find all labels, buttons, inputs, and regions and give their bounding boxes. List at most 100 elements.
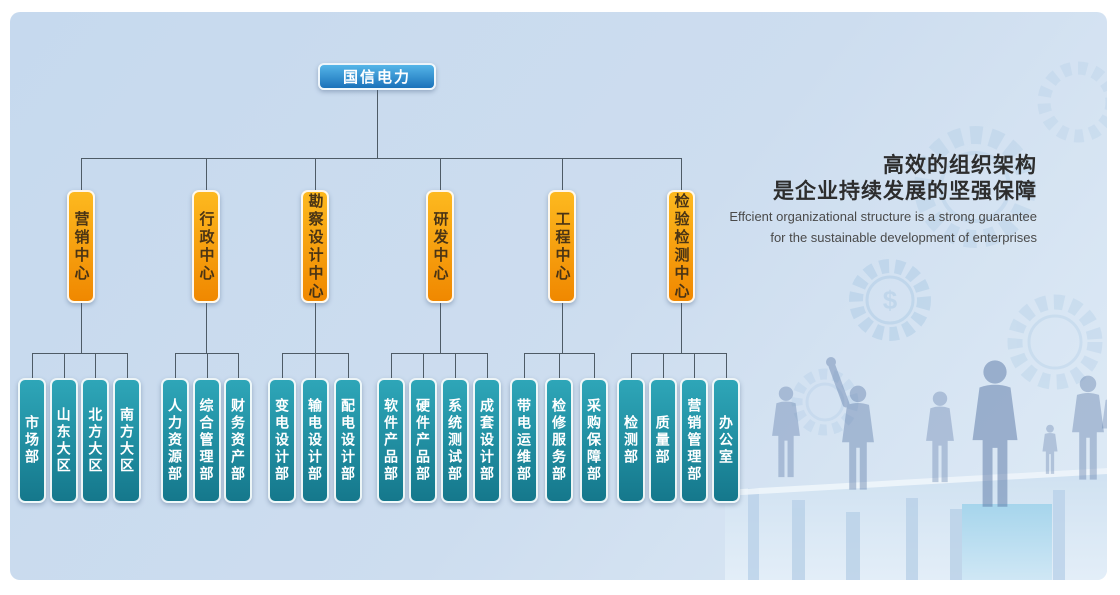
dept-box: 质量部 bbox=[648, 378, 677, 503]
connector-line bbox=[348, 353, 349, 378]
center-label: 营销中心 bbox=[72, 210, 90, 283]
connector-line bbox=[562, 158, 563, 190]
dept-box: 人力资源部 bbox=[161, 378, 189, 503]
connector-line bbox=[631, 353, 632, 378]
dept-box: 带电运维部 bbox=[510, 378, 538, 503]
dept-label: 人力资源部 bbox=[167, 398, 183, 483]
tagline: 高效的组织架构 是企业持续发展的坚强保障 Effcient organizati… bbox=[729, 153, 1037, 247]
center-label: 研发中心 bbox=[431, 210, 449, 283]
dept-box: 办公室 bbox=[711, 378, 740, 503]
connector-line bbox=[391, 353, 487, 354]
connector-line bbox=[631, 353, 726, 354]
connector-line bbox=[32, 353, 127, 354]
center-label: 行政中心 bbox=[197, 210, 215, 283]
connector-line bbox=[206, 303, 207, 353]
dept-box: 输电设计部 bbox=[301, 378, 329, 503]
dept-box: 北方大区 bbox=[81, 378, 110, 503]
dept-box: 硬件产品部 bbox=[409, 378, 437, 503]
dept-box: 采购保障部 bbox=[580, 378, 608, 503]
dept-label: 输电设计部 bbox=[307, 398, 323, 483]
connector-line bbox=[238, 353, 239, 378]
dept-label: 变电设计部 bbox=[274, 398, 290, 483]
connector-line bbox=[127, 353, 128, 378]
center-box: 检验检测中心 bbox=[667, 190, 695, 303]
connector-line bbox=[81, 158, 681, 159]
dept-group: 检测部 质量部 营销管理部 办公室 bbox=[617, 378, 740, 503]
dept-label: 办公室 bbox=[717, 415, 734, 466]
dept-label: 带电运维部 bbox=[516, 398, 532, 483]
center-box: 行政中心 bbox=[192, 190, 220, 303]
dept-box: 检测部 bbox=[617, 378, 645, 503]
root-label: 国信电力 bbox=[342, 69, 411, 86]
connector-line bbox=[681, 158, 682, 190]
org-chart-panel: $ bbox=[10, 12, 1107, 580]
dept-label: 市场部 bbox=[24, 415, 40, 466]
dept-label: 软件产品部 bbox=[383, 398, 399, 483]
connector-line bbox=[206, 158, 207, 190]
connector-line bbox=[315, 303, 316, 353]
dept-label: 成套设计部 bbox=[479, 398, 495, 483]
connector-line bbox=[282, 353, 283, 378]
center-label: 勘察设计中心 bbox=[306, 192, 324, 301]
dept-box: 软件产品部 bbox=[377, 378, 405, 503]
connector-line bbox=[487, 353, 488, 378]
dept-label: 采购保障部 bbox=[586, 398, 602, 483]
dept-box: 营销管理部 bbox=[680, 378, 709, 503]
connector-line bbox=[95, 353, 96, 378]
center-box: 工程中心 bbox=[548, 190, 576, 303]
center-box: 营销中心 bbox=[67, 190, 95, 303]
dept-box: 市场部 bbox=[18, 378, 46, 503]
connector-line bbox=[423, 353, 424, 378]
connector-line bbox=[694, 353, 695, 378]
connector-line bbox=[207, 353, 208, 378]
dept-label: 营销管理部 bbox=[686, 398, 703, 483]
root-box: 国信电力 bbox=[318, 63, 436, 90]
tagline-zh-line2: 是企业持续发展的坚强保障 bbox=[773, 180, 1037, 203]
dept-label: 检修服务部 bbox=[551, 398, 567, 483]
connector-line bbox=[81, 158, 82, 190]
connector-line bbox=[81, 303, 82, 353]
tagline-zh-line1: 高效的组织架构 bbox=[883, 154, 1037, 177]
dept-box: 山东大区 bbox=[49, 378, 78, 503]
connector-line bbox=[391, 353, 392, 378]
connector-line bbox=[175, 353, 238, 354]
connector-line bbox=[663, 353, 664, 378]
connector-line bbox=[559, 353, 560, 378]
connector-line bbox=[32, 353, 33, 378]
dept-box: 南方大区 bbox=[112, 378, 141, 503]
dept-group: 变电设计部 输电设计部 配电设计部 bbox=[268, 378, 362, 503]
connector-line bbox=[64, 353, 65, 378]
connector-line bbox=[377, 90, 378, 158]
connector-line bbox=[455, 353, 456, 378]
center-box: 研发中心 bbox=[426, 190, 454, 303]
dept-group: 人力资源部 综合管理部 财务资产部 bbox=[161, 378, 252, 503]
dept-label: 检测部 bbox=[623, 415, 639, 466]
connector-line bbox=[726, 353, 727, 378]
connector-line bbox=[594, 353, 595, 378]
dept-label: 质量部 bbox=[654, 415, 671, 466]
connector-line bbox=[681, 303, 682, 353]
center-box: 勘察设计中心 bbox=[301, 190, 329, 303]
dept-label: 北方大区 bbox=[87, 406, 104, 475]
dept-label: 财务资产部 bbox=[230, 398, 246, 483]
dept-label: 硬件产品部 bbox=[415, 398, 431, 483]
dept-group: 市场部 山东大区 北方大区 南方大区 bbox=[18, 378, 141, 503]
connector-line bbox=[315, 158, 316, 190]
dept-box: 配电设计部 bbox=[334, 378, 362, 503]
connector-lines bbox=[10, 12, 1107, 580]
dept-label: 南方大区 bbox=[118, 406, 135, 475]
connector-line bbox=[315, 353, 316, 378]
dept-group: 带电运维部 检修服务部 采购保障部 bbox=[510, 378, 608, 503]
tagline-en-line2: for the sustainable development of enter… bbox=[770, 230, 1037, 245]
dept-label: 系统测试部 bbox=[447, 398, 463, 483]
connector-line bbox=[175, 353, 176, 378]
dept-box: 检修服务部 bbox=[545, 378, 573, 503]
tagline-en-line1: Effcient organizational structure is a s… bbox=[729, 209, 1037, 224]
connector-line bbox=[562, 303, 563, 353]
dept-box: 综合管理部 bbox=[192, 378, 221, 503]
dept-box: 系统测试部 bbox=[441, 378, 469, 503]
connector-line bbox=[440, 303, 441, 353]
dept-label: 配电设计部 bbox=[340, 398, 356, 483]
dept-box: 财务资产部 bbox=[224, 378, 252, 503]
